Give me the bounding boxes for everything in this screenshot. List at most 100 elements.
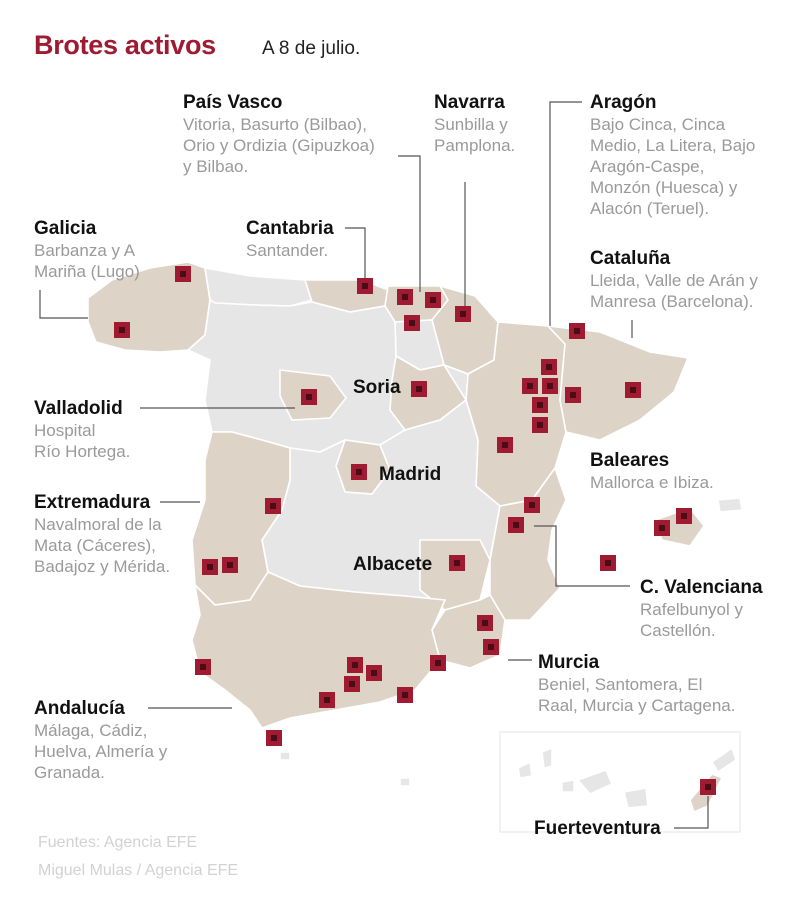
outbreak-marker-core bbox=[324, 697, 330, 703]
label-extremadura: Extremadura Navalmoral de la Mata (Cácer… bbox=[34, 492, 170, 577]
outbreak-marker bbox=[600, 555, 616, 571]
region-detail: Sunbilla y Pamplona. bbox=[434, 115, 516, 155]
label-pais-vasco: País Vasco Vitoria, Basurto (Bilbao), Or… bbox=[183, 92, 375, 177]
region-detail: Hospital Río Hortega. bbox=[34, 421, 131, 461]
outbreak-marker bbox=[455, 306, 471, 322]
region-name: Cataluña bbox=[590, 248, 671, 269]
island-la-palma bbox=[541, 746, 553, 769]
outbreak-marker bbox=[301, 389, 317, 405]
outbreak-marker bbox=[347, 657, 363, 673]
outbreak-marker-core bbox=[529, 502, 535, 508]
outbreak-marker bbox=[195, 659, 211, 675]
region-detail: Málaga, Cádiz, Huelva, Almería y Granada… bbox=[34, 721, 168, 782]
leader-c-valenciana bbox=[534, 525, 630, 587]
region-detail: Lleida, Valle de Arán y Manresa (Barcelo… bbox=[590, 271, 758, 311]
outbreak-marker-core bbox=[371, 670, 377, 676]
outbreak-marker-core bbox=[119, 327, 125, 333]
outbreak-markers bbox=[114, 266, 716, 795]
label-baleares: Baleares Mallorca e Ibiza. bbox=[590, 450, 714, 493]
outbreak-marker-core bbox=[527, 383, 533, 389]
region-detail: Beniel, Santomera, El Raal, Murcia y Car… bbox=[538, 675, 736, 715]
leader-pais-vasco bbox=[398, 155, 421, 292]
label-cataluna: Cataluña Lleida, Valle de Arán y Manresa… bbox=[590, 248, 758, 312]
outbreak-marker bbox=[625, 382, 641, 398]
region-name: C. Valenciana bbox=[640, 577, 763, 598]
region-andalucia bbox=[191, 570, 447, 729]
outbreak-marker bbox=[497, 437, 513, 453]
outbreak-marker bbox=[477, 615, 493, 631]
outbreak-marker bbox=[357, 278, 373, 294]
label-fuerteventura: Fuerteventura bbox=[534, 818, 661, 840]
leader-cantabria bbox=[345, 227, 366, 280]
ceuta bbox=[279, 751, 291, 761]
label-andalucia: Andalucía Málaga, Cádiz, Huelva, Almería… bbox=[34, 698, 167, 783]
outbreak-marker bbox=[114, 322, 130, 338]
label-navarra: Navarra Sunbilla y Pamplona. bbox=[434, 92, 515, 156]
region-name: Fuerteventura bbox=[534, 818, 661, 839]
outbreak-marker bbox=[449, 555, 465, 571]
region-detail: Barbanza y A Mariña (Lugo) bbox=[34, 241, 140, 281]
outbreak-marker bbox=[508, 517, 524, 533]
outbreak-marker bbox=[175, 266, 191, 282]
outbreak-marker-core bbox=[270, 503, 276, 509]
outbreak-marker-core bbox=[402, 692, 408, 698]
outbreak-marker bbox=[522, 378, 538, 394]
outbreak-marker-core bbox=[681, 513, 687, 519]
outbreak-marker bbox=[430, 655, 446, 671]
region-name: País Vasco bbox=[183, 92, 283, 113]
region-name: Galicia bbox=[34, 218, 97, 239]
outbreak-marker-core bbox=[180, 271, 186, 277]
outbreak-marker bbox=[676, 508, 692, 524]
outbreak-marker-core bbox=[502, 442, 508, 448]
outbreak-marker bbox=[542, 378, 558, 394]
outbreak-marker bbox=[565, 387, 581, 403]
outbreak-marker-core bbox=[546, 364, 552, 370]
callout-leader-lines bbox=[39, 101, 709, 829]
label-valladolid: Valladolid Hospital Río Hortega. bbox=[34, 398, 130, 462]
outbreak-marker-core bbox=[482, 620, 488, 626]
outbreak-marker bbox=[351, 464, 367, 480]
outbreak-marker-core bbox=[435, 660, 441, 666]
leader-fuerteventura bbox=[674, 796, 709, 829]
outbreak-marker-core bbox=[488, 644, 494, 650]
island-menorca bbox=[717, 497, 743, 513]
outbreak-marker bbox=[532, 397, 548, 413]
island-el-hierro bbox=[517, 760, 533, 779]
outbreak-marker-core bbox=[349, 681, 355, 687]
island-la-gomera bbox=[561, 779, 575, 793]
label-aragon: Aragón Bajo Cinca, Cinca Medio, La Liter… bbox=[590, 92, 755, 219]
region-name: Cantabria bbox=[246, 218, 334, 239]
outbreak-marker-core bbox=[356, 469, 362, 475]
island-lanzarote bbox=[710, 746, 737, 774]
outbreak-marker bbox=[541, 359, 557, 375]
page-title: Brotes activos bbox=[34, 30, 216, 60]
region-detail: Santander. bbox=[246, 241, 329, 260]
region-name: Valladolid bbox=[34, 398, 123, 419]
outbreak-marker bbox=[654, 520, 670, 536]
outbreak-marker bbox=[266, 730, 282, 746]
island-tenerife bbox=[576, 768, 614, 795]
page-subtitle: A 8 de julio. bbox=[262, 38, 361, 59]
outbreak-marker bbox=[404, 315, 420, 331]
outbreak-marker-core bbox=[705, 784, 711, 790]
outbreak-marker-core bbox=[574, 328, 580, 334]
region-cataluna bbox=[545, 324, 690, 441]
outbreak-marker-core bbox=[454, 560, 460, 566]
outbreak-marker-core bbox=[271, 735, 277, 741]
outbreak-marker-core bbox=[200, 664, 206, 670]
label-murcia: Murcia Beniel, Santomera, El Raal, Murci… bbox=[538, 652, 735, 716]
outbreak-marker bbox=[425, 292, 441, 308]
label-c-valenciana: C. Valenciana Rafelbunyol y Castellón. bbox=[640, 577, 763, 641]
region-detail: Bajo Cinca, Cinca Medio, La Litera, Bajo… bbox=[590, 115, 756, 218]
credit-source: Fuentes: Agencia EFE bbox=[38, 834, 198, 851]
region-name: Aragón bbox=[590, 92, 657, 113]
map-label-soria: Soria bbox=[353, 377, 401, 398]
leader-aragon bbox=[549, 101, 582, 326]
outbreak-marker bbox=[397, 289, 413, 305]
outbreak-marker bbox=[222, 557, 238, 573]
outbreak-marker-core bbox=[207, 564, 213, 570]
outbreak-marker bbox=[366, 665, 382, 681]
outbreak-marker-core bbox=[409, 320, 415, 326]
region-name: Extremadura bbox=[34, 492, 151, 513]
